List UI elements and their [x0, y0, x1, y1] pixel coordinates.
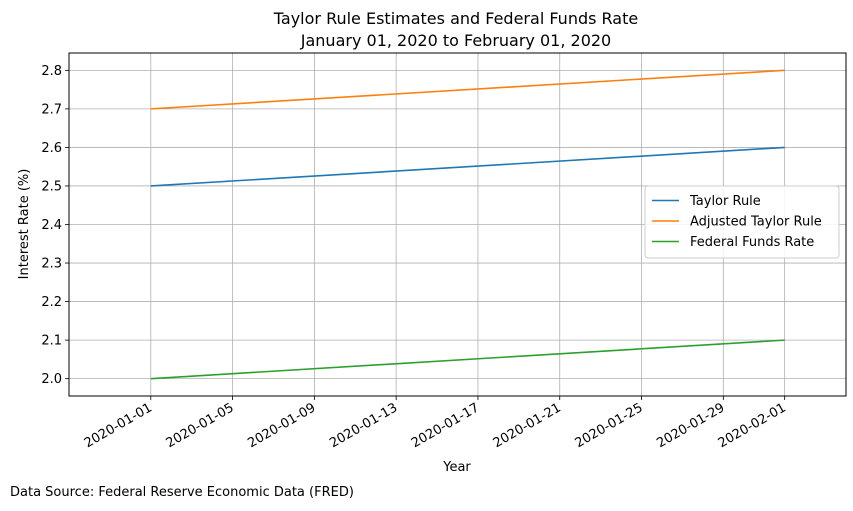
y-tick-label: 2.6	[41, 141, 62, 156]
legend-label: Federal Funds Rate	[690, 235, 814, 250]
series-line	[150, 69, 785, 110]
y-tick-label: 2.5	[41, 179, 62, 194]
x-tick-label: 2020-02-01	[716, 400, 789, 451]
y-tick-label: 2.0	[41, 372, 62, 387]
y-tick-label: 2.2	[41, 295, 62, 310]
x-tick-label: 2020-01-13	[327, 400, 400, 451]
y-tick-label: 2.8	[41, 64, 62, 79]
x-tick-label: 2020-01-09	[245, 400, 318, 451]
series-line	[150, 146, 785, 187]
chart-title: Taylor Rule Estimates and Federal Funds …	[273, 9, 638, 28]
series-lines	[150, 69, 785, 380]
y-tick-label: 2.3	[41, 257, 62, 272]
y-tick-label: 2.4	[41, 218, 62, 233]
x-axis-label: Year	[442, 460, 471, 475]
x-tick-label: 2020-01-01	[82, 400, 155, 451]
x-tick-label: 2020-01-05	[164, 400, 237, 451]
chart-subtitle: January 01, 2020 to February 01, 2020	[300, 31, 611, 50]
y-tick-label: 2.7	[41, 102, 62, 117]
y-axis-label: Interest Rate (%)	[17, 169, 32, 280]
x-tick-label: 2020-01-25	[573, 400, 646, 451]
y-axis: 2.0 2.1 2.2 2.3 2.4 2.5 2.6 2.7 2.8	[41, 64, 69, 387]
x-tick-label: 2020-01-29	[654, 400, 727, 451]
x-axis: 2020-01-01 2020-01-05 2020-01-09 2020-01-13…	[82, 396, 789, 451]
legend-box	[644, 185, 840, 259]
data-source-note: Data Source: Federal Reserve Economic Da…	[10, 485, 354, 500]
x-tick-label: 2020-01-17	[409, 400, 482, 451]
y-tick-label: 2.1	[41, 334, 62, 349]
x-tick-label: 2020-01-21	[491, 400, 564, 451]
legend: Taylor Rule Adjusted Taylor Rule Federal F…	[644, 185, 840, 259]
series-line	[150, 339, 785, 380]
legend-label: Adjusted Taylor Rule	[690, 215, 822, 230]
legend-label: Taylor Rule	[689, 194, 761, 209]
